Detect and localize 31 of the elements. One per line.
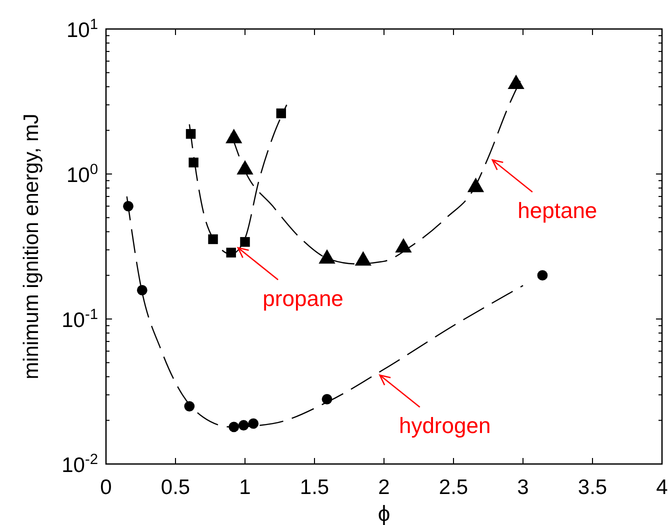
point [228, 422, 240, 432]
y-tick-label: 10$^{-2}$ [62, 452, 98, 477]
y-tick-label: 10$^{-1}$ [62, 307, 98, 332]
point [136, 285, 148, 296]
x-tick-label: 3 [517, 476, 529, 499]
x-tick-label: 2.5 [438, 476, 468, 499]
point [248, 418, 259, 429]
point [276, 108, 286, 118]
x-tick-label: 0 [100, 476, 112, 499]
point [208, 234, 218, 244]
y-tick-label: 10$^{0}$ [66, 162, 98, 187]
annotation: heptane [518, 198, 598, 223]
y-tick-label: 10$^{1}$ [66, 17, 98, 42]
x-tick-label: 1 [239, 476, 251, 499]
point [322, 394, 332, 404]
x-tick-label: 0.5 [160, 476, 190, 499]
x-tick-label: 4 [656, 476, 668, 499]
point [226, 248, 236, 258]
x-tick-label: 3.5 [578, 476, 608, 499]
point [184, 401, 195, 412]
point [186, 129, 196, 139]
annotation: propane [262, 286, 344, 311]
point [537, 270, 548, 281]
y-axis-title: minimum ignition energy, mJ [20, 114, 43, 380]
point [238, 420, 249, 430]
point [188, 158, 198, 168]
x-tick-label: 2 [378, 476, 390, 499]
point [240, 237, 250, 247]
annotation: hydrogen [398, 413, 491, 438]
x-tick-label: 1.5 [300, 476, 330, 499]
point [123, 200, 134, 212]
